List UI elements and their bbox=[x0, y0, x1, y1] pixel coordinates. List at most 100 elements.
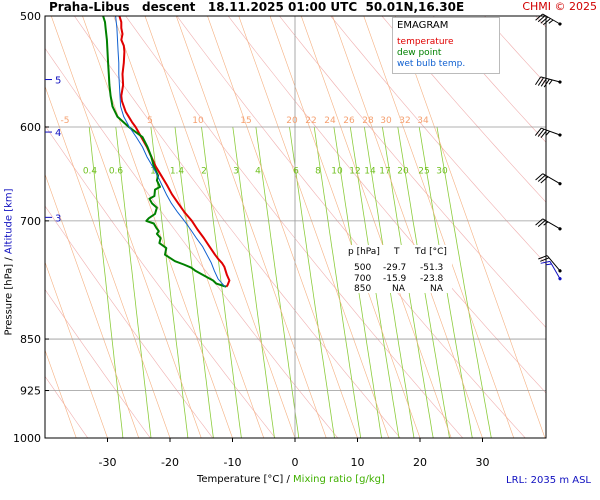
dry-adiabat-line bbox=[45, 288, 151, 438]
mixing-ratio-line bbox=[436, 126, 492, 438]
wind-barb-flag bbox=[540, 260, 551, 264]
temperature-tick-label: 10 bbox=[351, 456, 365, 469]
wind-barb-shaft bbox=[542, 173, 561, 185]
temperature-tick-label: 0 bbox=[292, 456, 299, 469]
mixing-ratio-line bbox=[115, 126, 152, 438]
dewpoint-line bbox=[102, 16, 227, 288]
isotherm-label: -5 bbox=[61, 116, 70, 126]
isotherm-line bbox=[332, 16, 483, 438]
wind-barb-flag bbox=[537, 77, 544, 86]
isotherm-label: 24 bbox=[324, 116, 336, 126]
table-header-p: p [hPa] bbox=[348, 247, 380, 257]
wind-barb-flag bbox=[535, 218, 544, 226]
table-cell: 700 bbox=[354, 274, 372, 284]
isotherm-line bbox=[269, 16, 421, 438]
mixing-ratio-label: 12 bbox=[349, 167, 360, 177]
mixing-ratio-label: 0.4 bbox=[83, 167, 98, 177]
isotherm-label: 34 bbox=[417, 116, 429, 126]
mixing-ratio-label: 3 bbox=[233, 167, 239, 177]
isotherm-label: 32 bbox=[399, 116, 410, 126]
temperature-tick-label: 30 bbox=[476, 456, 490, 469]
mixing-ratio-label: 0.6 bbox=[109, 167, 124, 177]
mixing-ratio-label: 14 bbox=[364, 167, 376, 177]
y-axis-label-pressure: Pressure [hPa] / bbox=[3, 254, 15, 336]
mixing-ratio-line bbox=[382, 126, 434, 438]
dry-adiabat-line bbox=[45, 205, 214, 438]
table-cell: NA bbox=[392, 284, 405, 294]
table-header-t: T bbox=[394, 247, 400, 257]
wind-barb-flag bbox=[535, 173, 544, 181]
isotherm-line bbox=[45, 85, 171, 438]
dry-adiabat-line bbox=[74, 16, 401, 438]
isotherm-label: 10 bbox=[192, 116, 204, 126]
wind-barb-flag bbox=[537, 128, 545, 137]
chart-title: Praha-Libus descent 18.11.2025 01:00 UTC… bbox=[49, 0, 465, 14]
mixing-ratio-line bbox=[174, 126, 214, 438]
wind-barb-half bbox=[543, 221, 549, 226]
isotherm-label: 22 bbox=[305, 116, 316, 126]
wind-barb-dot bbox=[558, 277, 562, 281]
plot-area: -5 5 10 15 20 22 24 26 28 30 32 340.4 0.6 1 1.4 2 3 4 6 8 10… bbox=[45, 16, 546, 438]
table-cell: 500 bbox=[354, 263, 372, 273]
wind-barb bbox=[535, 13, 562, 26]
isotherm-line bbox=[82, 16, 233, 438]
wind-barb-flag bbox=[540, 78, 547, 87]
isotherm-label: 30 bbox=[380, 116, 392, 126]
isotherm-line bbox=[238, 16, 390, 438]
mixing-ratio-label: 17 bbox=[379, 167, 390, 177]
temperature-line bbox=[118, 16, 231, 288]
mixing-ratio-line bbox=[232, 126, 275, 438]
wind-barb-flag bbox=[543, 78, 550, 88]
isotherm-label: 5 bbox=[147, 116, 153, 126]
mixing-ratio-line bbox=[349, 126, 400, 438]
x-axis-label-mixing-ratio: Mixing ratio [g/kg] bbox=[293, 474, 385, 485]
isotherm-line bbox=[50, 16, 202, 438]
pressure-tick-label: 600 bbox=[20, 121, 41, 134]
wind-barb-half bbox=[548, 79, 553, 85]
wind-barb-flag bbox=[543, 18, 551, 26]
wind-barb-dot bbox=[558, 269, 562, 273]
isotherm-line bbox=[300, 16, 452, 438]
wind-barb-dot bbox=[558, 227, 562, 231]
mixing-ratio-line bbox=[333, 126, 382, 438]
mixing-ratio-label: 10 bbox=[331, 167, 343, 177]
wind-barb-half bbox=[546, 263, 552, 266]
wind-barb bbox=[534, 127, 562, 138]
isotherm-line bbox=[45, 261, 108, 438]
lrl-label: LRL: 2035 m ASL bbox=[506, 475, 591, 486]
altitude-tick-label: 3 bbox=[55, 213, 61, 224]
legend-wetbulb: wet bulb temp. bbox=[397, 59, 466, 69]
isotherm-line bbox=[144, 16, 296, 438]
mixing-ratio-line bbox=[364, 126, 415, 438]
altitude-tick-label: 5 bbox=[55, 76, 61, 87]
wind-barb-shaft bbox=[541, 127, 561, 136]
table-cell: -29.7 bbox=[383, 263, 407, 273]
wind-barb-half bbox=[545, 130, 551, 136]
mixing-ratio-line bbox=[397, 126, 450, 438]
wind-barb-flag bbox=[537, 219, 546, 228]
wind-barb bbox=[538, 255, 562, 273]
dry-adiabat-line bbox=[381, 16, 546, 203]
dry-adiabat-line bbox=[45, 47, 339, 438]
legend-dewpoint: dew point bbox=[397, 48, 442, 58]
legend-title: EMAGRAM bbox=[397, 20, 449, 31]
table-cell: -23.8 bbox=[420, 274, 444, 284]
table-header-td: Td [°C] bbox=[415, 247, 447, 257]
y-axis-label: Pressure [hPa] / Altitude [km] bbox=[1, 157, 17, 367]
dry-adiabat-line bbox=[125, 16, 464, 438]
wind-barb-shaft bbox=[549, 261, 561, 279]
dry-adiabat-line bbox=[330, 16, 546, 265]
mixing-ratio-label: 1 bbox=[150, 167, 156, 177]
wind-barb-flag bbox=[537, 15, 546, 23]
isotherm-label: 15 bbox=[240, 116, 251, 126]
y-axis-label-altitude: Altitude [km] bbox=[3, 188, 15, 255]
wind-barb-flag bbox=[535, 13, 544, 21]
wind-barb-flag bbox=[540, 257, 550, 262]
mixing-ratio-line bbox=[150, 126, 189, 438]
wind-barb-flag bbox=[540, 176, 549, 184]
mixing-ratio-label: 20 bbox=[397, 167, 409, 177]
wind-barb-shaft bbox=[540, 76, 561, 83]
dry-adiabat-line bbox=[45, 125, 276, 438]
dry-adiabat-line bbox=[45, 375, 89, 438]
